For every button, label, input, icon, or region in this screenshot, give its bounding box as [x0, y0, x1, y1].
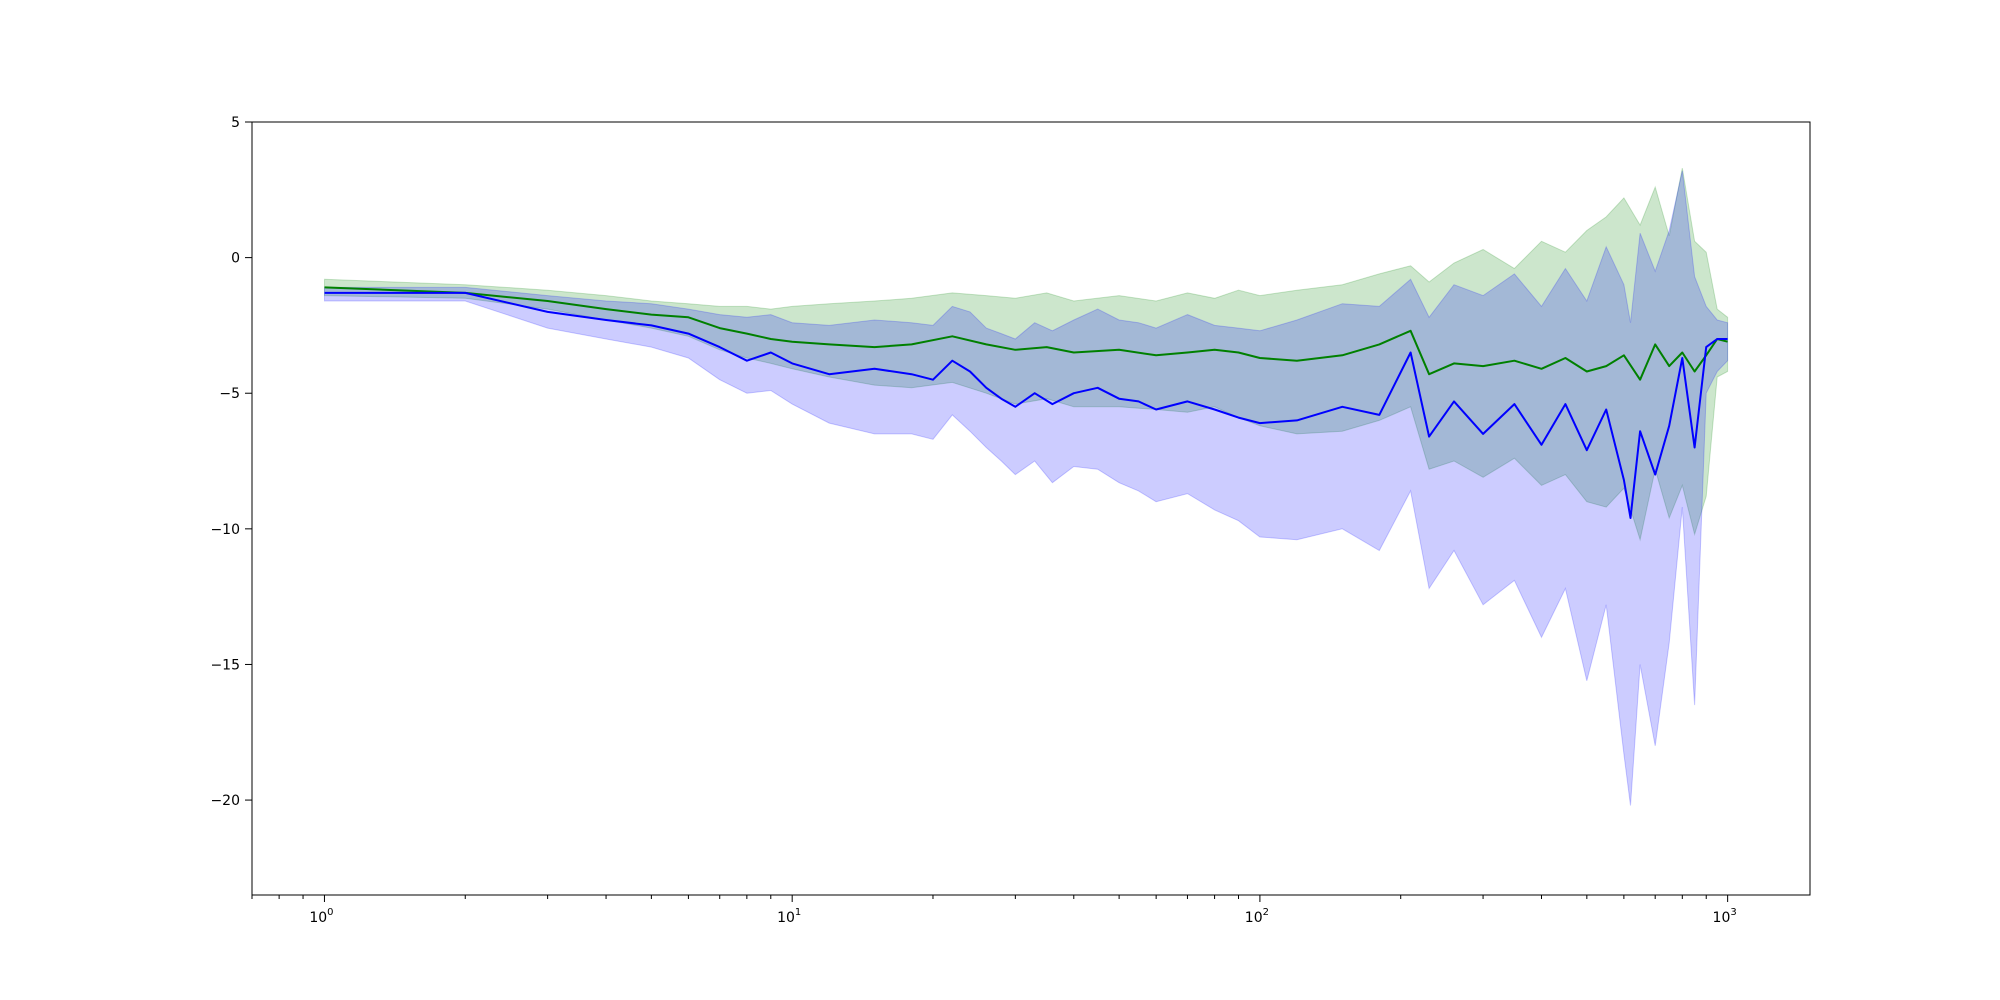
- y-tick-label: 0: [231, 251, 240, 267]
- axes-frame: [251, 121, 1811, 896]
- x-tick-label: 101: [777, 907, 801, 926]
- y-tick-label: 5: [231, 115, 240, 131]
- series-1-band: [324, 170, 1729, 806]
- x-tick-label: 103: [1713, 907, 1737, 926]
- series-lines: [324, 286, 1728, 519]
- x-tick-label: 100: [309, 907, 333, 926]
- y-tick-label: −20: [210, 793, 240, 809]
- x-tick-label: 102: [1245, 907, 1269, 926]
- confidence-bands: [324, 168, 1729, 806]
- y-axis-ticks: 5 0 −5 −10 −15 −20: [210, 115, 252, 809]
- y-tick-label: −10: [210, 522, 240, 538]
- series-0-line: [324, 286, 1728, 381]
- series-1-line: [324, 291, 1728, 519]
- series-0-band: [324, 168, 1729, 542]
- y-tick-label: −15: [210, 657, 240, 673]
- y-tick-label: −5: [219, 386, 240, 402]
- x-axis-ticks: 100 101 102 103: [251, 895, 1737, 926]
